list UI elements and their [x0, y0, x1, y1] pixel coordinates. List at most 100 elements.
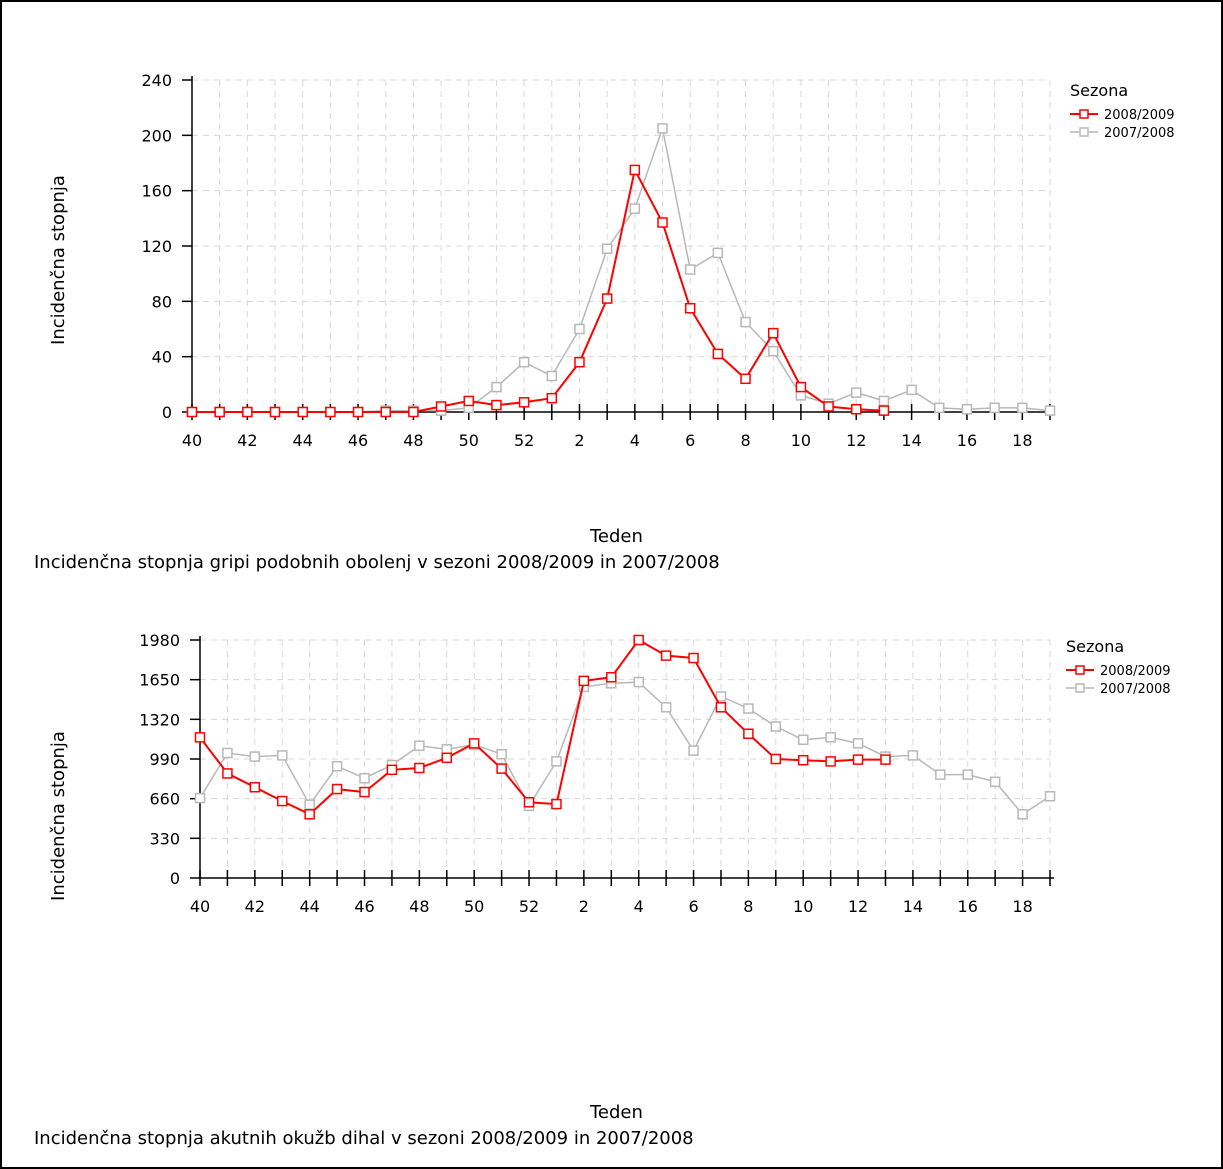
x-axis-label: Teden — [590, 1102, 643, 1123]
data-point — [795, 381, 807, 393]
x-tick-label: 18 — [1012, 897, 1032, 916]
data-point — [606, 672, 617, 683]
series-group — [194, 634, 1056, 820]
data-point — [767, 327, 779, 339]
data-point — [551, 756, 562, 767]
legend-label: 2007/2008 — [1100, 682, 1171, 697]
y-tick-label: 160 — [141, 182, 172, 201]
data-point — [767, 345, 779, 357]
data-point — [989, 776, 1001, 788]
y-tick-label: 330 — [149, 829, 180, 848]
legend-label: 2008/2009 — [1104, 108, 1175, 123]
y-tick-label: 240 — [141, 71, 172, 90]
data-point — [878, 395, 890, 407]
x-tick-label: 42 — [245, 897, 265, 916]
x-tick-label: 40 — [190, 897, 210, 916]
legend-label: 2007/2008 — [1104, 126, 1175, 141]
y-tick-label: 80 — [152, 292, 172, 311]
series-2008-2009 — [186, 164, 890, 418]
legend-item: 2007/2008 — [1066, 682, 1171, 697]
x-tick-label: 40 — [182, 431, 202, 450]
legend-swatch-marker — [1075, 683, 1085, 693]
data-point — [331, 783, 343, 795]
legend-swatch-marker — [1079, 127, 1089, 137]
x-tick-label: 2 — [579, 897, 589, 916]
data-point — [660, 650, 672, 661]
x-tick-label: 48 — [409, 897, 429, 916]
data-point — [1044, 791, 1056, 802]
data-point — [194, 792, 206, 804]
x-tick-label: 4 — [634, 897, 644, 916]
data-point — [297, 406, 308, 418]
x-tick-label: 4 — [630, 431, 640, 450]
data-point — [222, 768, 233, 779]
x-tick-label: 46 — [354, 897, 374, 916]
data-point — [852, 738, 864, 749]
data-point — [186, 406, 198, 418]
series-2007-2008 — [186, 123, 1056, 418]
data-point — [574, 323, 585, 335]
data-point — [304, 799, 315, 810]
data-point — [496, 763, 507, 774]
legend-item: 2008/2009 — [1070, 108, 1175, 123]
data-point — [1017, 809, 1028, 820]
y-tick-label: 200 — [141, 126, 172, 145]
data-point — [441, 744, 453, 755]
data-point — [934, 402, 945, 414]
data-point — [546, 370, 558, 382]
data-point — [491, 399, 502, 411]
series-line — [199, 638, 886, 816]
legend-swatch-marker — [1075, 665, 1085, 675]
legend-swatch-marker — [1079, 109, 1089, 119]
data-point — [989, 402, 1000, 414]
grid — [191, 79, 1051, 412]
legend-label: 2008/2009 — [1100, 664, 1171, 679]
data-point — [743, 728, 754, 740]
data-point — [601, 293, 613, 304]
data-point — [249, 781, 261, 793]
data-point — [851, 403, 862, 415]
x-tick-label: 50 — [464, 897, 484, 916]
data-point — [222, 747, 233, 759]
data-point — [277, 750, 288, 761]
data-point — [660, 702, 672, 713]
x-tick-label: 16 — [958, 897, 978, 916]
y-tick-label: 660 — [149, 790, 180, 809]
data-point — [496, 748, 507, 760]
data-point — [825, 756, 836, 767]
x-tick-label: 14 — [903, 897, 923, 916]
x-tick-label: 10 — [791, 431, 811, 450]
legend: Sezona 2008/2009 2007/2008 — [1070, 81, 1175, 141]
series-2008-2009 — [194, 634, 891, 820]
data-point — [712, 247, 724, 259]
y-tick-label: 1980 — [139, 631, 180, 650]
x-tick-label: 46 — [348, 431, 368, 450]
series-line — [192, 166, 884, 413]
data-point — [880, 754, 891, 765]
data-point — [797, 734, 809, 746]
data-point — [523, 797, 535, 808]
data-point — [414, 740, 425, 752]
data-point — [441, 752, 453, 764]
x-tick-label: 18 — [1012, 431, 1032, 450]
data-point — [797, 754, 809, 766]
data-point — [740, 373, 751, 385]
data-point — [688, 652, 699, 664]
data-point — [386, 764, 398, 776]
x-tick-labels: 40 42 44 46 48 50 52 2 4 6 8 10 12 14 16 18 — [182, 431, 1033, 450]
data-point — [906, 384, 917, 396]
data-point — [214, 406, 225, 418]
data-point — [269, 406, 281, 418]
data-point — [770, 721, 782, 732]
data-point — [688, 745, 699, 756]
x-tick-label: 8 — [743, 897, 753, 916]
data-point — [304, 809, 315, 820]
x-tick-label: 6 — [688, 897, 698, 916]
legend-title: Sezona — [1066, 637, 1124, 656]
y-tick-label: 120 — [141, 237, 172, 256]
data-point — [962, 769, 973, 780]
data-point — [352, 406, 364, 418]
